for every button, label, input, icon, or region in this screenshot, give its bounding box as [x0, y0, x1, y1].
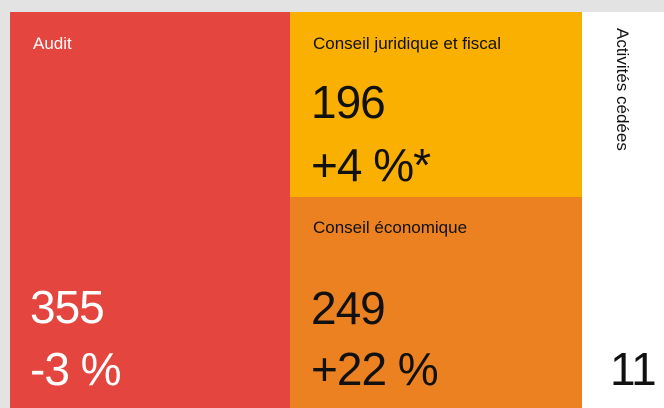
block-change: +22 % — [311, 343, 439, 395]
block-change: +4 %* — [311, 139, 431, 191]
economic-block: Conseil économique 249 +22 % — [290, 197, 582, 408]
block-label: Activités cédées — [613, 28, 632, 151]
block-change: -3 % — [30, 343, 122, 395]
block-label: Conseil juridique et fiscal — [313, 34, 502, 53]
block-value: 249 — [311, 282, 386, 334]
block-value: 11 — [610, 343, 657, 395]
divested-block: Activités cédées 11 — [582, 12, 664, 408]
audit-block: Audit 355 -3 % — [10, 12, 290, 408]
block-label: Conseil économique — [313, 218, 468, 237]
legal-block: Conseil juridique et fiscal 196 +4 %* — [290, 12, 582, 197]
block-label: Audit — [33, 34, 72, 53]
block-value: 355 — [30, 281, 105, 333]
block-value: 196 — [311, 76, 386, 128]
